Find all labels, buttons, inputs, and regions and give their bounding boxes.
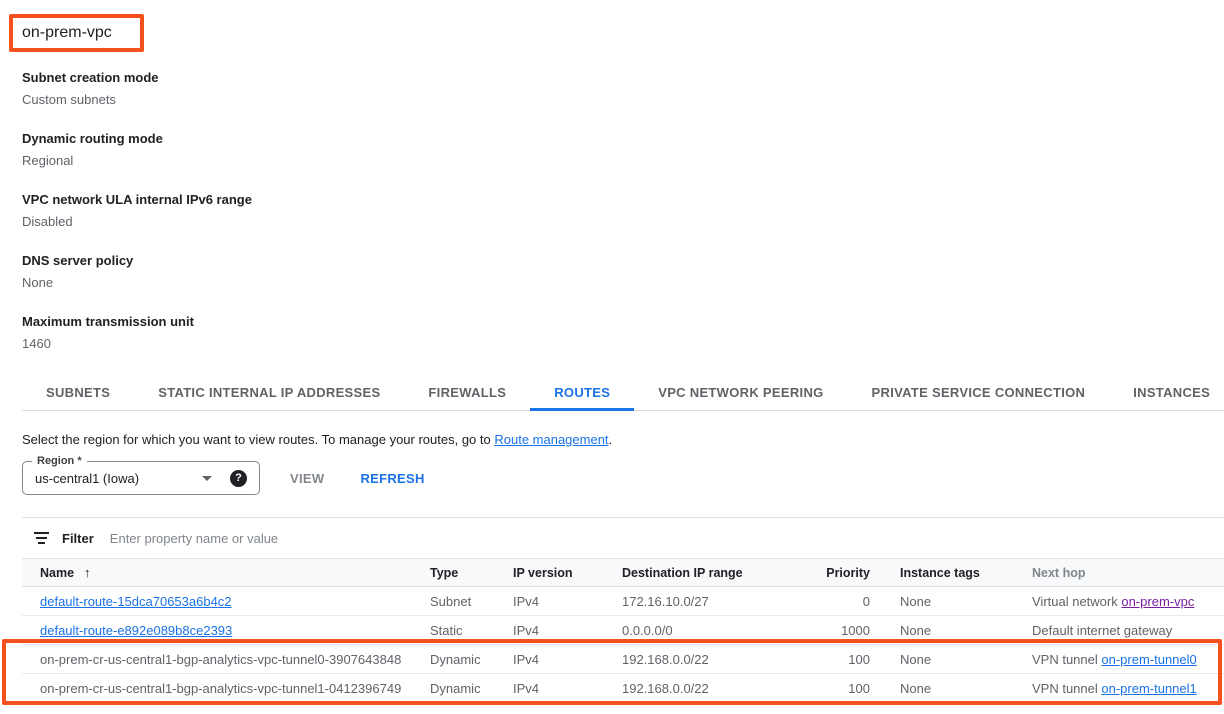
detail-label: VPC network ULA internal IPv6 range: [22, 192, 252, 207]
table-row: default-route-e892e089b8ce2393 Static IP…: [22, 616, 1224, 645]
route-type: Dynamic: [430, 680, 481, 696]
tab-vpc-network-peering[interactable]: VPC NETWORK PEERING: [658, 384, 824, 400]
route-destination: 192.168.0.0/22: [622, 680, 709, 696]
filter-icon[interactable]: [34, 532, 50, 544]
refresh-button[interactable]: REFRESH: [352, 463, 432, 494]
page-title: on-prem-vpc: [22, 24, 112, 41]
tab-firewalls[interactable]: FIREWALLS: [428, 384, 507, 400]
filter-label: Filter: [62, 530, 94, 546]
route-name: on-prem-cr-us-central1-bgp-analytics-vpc…: [40, 651, 402, 667]
detail-label: DNS server policy: [22, 253, 134, 268]
help-icon[interactable]: ?: [230, 469, 247, 487]
detail-value: Custom subnets: [22, 92, 116, 107]
route-ip-version: IPv4: [513, 680, 540, 696]
network-details: Subnet creation mode Custom subnets Dyna…: [22, 71, 1224, 351]
routes-table-header: Name ↑ Type IP version Destination IP ran…: [22, 558, 1224, 587]
table-row: default-route-15dca70653a6b4c2 Subnet IP…: [22, 587, 1224, 616]
detail-value: None: [22, 275, 54, 290]
routes-description: Select the region for which you want to …: [22, 432, 1224, 447]
detail-label: Maximum transmission unit: [22, 314, 194, 329]
column-header-destination-ip-range: Destination IP range: [622, 565, 743, 580]
route-type: Subnet: [430, 593, 472, 609]
route-name-link[interactable]: default-route-15dca70653a6b4c2: [40, 593, 232, 609]
column-header-ip-version: IP version: [513, 565, 573, 580]
tab-bar: SUBNETS STATIC INTERNAL IP ADDRESSES FIR…: [22, 376, 1224, 411]
routes-description-period: .: [608, 432, 613, 447]
detail-label: Subnet creation mode: [22, 70, 159, 85]
tab-private-service-connection[interactable]: PRIVATE SERVICE CONNECTION: [871, 384, 1086, 400]
route-ip-version: IPv4: [513, 651, 540, 667]
route-next-hop: Default internet gateway: [1032, 622, 1173, 638]
route-priority: 100: [848, 651, 870, 667]
table-row: on-prem-cr-us-central1-bgp-analytics-vpc…: [22, 645, 1224, 674]
detail-dns-server-policy: DNS server policy None: [22, 254, 1224, 290]
column-header-name[interactable]: Name ↑: [40, 565, 91, 580]
table-row: on-prem-cr-us-central1-bgp-analytics-vpc…: [22, 674, 1224, 703]
column-header-next-hop: Next hop: [1032, 565, 1086, 580]
sort-ascending-icon[interactable]: ↑: [84, 565, 91, 580]
detail-subnet-creation-mode: Subnet creation mode Custom subnets: [22, 71, 1224, 107]
detail-value: Regional: [22, 153, 74, 168]
route-destination: 192.168.0.0/22: [622, 651, 709, 667]
filter-input[interactable]: [109, 530, 1224, 546]
routes-table: Name ↑ Type IP version Destination IP ran…: [2, 558, 1224, 705]
tab-subnets[interactable]: SUBNETS: [46, 384, 111, 400]
chevron-down-icon[interactable]: [202, 475, 212, 481]
detail-label: Dynamic routing mode: [22, 131, 163, 146]
route-name-link[interactable]: default-route-e892e089b8ce2393: [40, 622, 233, 638]
routes-description-text: Select the region for which you want to …: [22, 432, 495, 447]
route-management-link[interactable]: Route management: [494, 432, 609, 447]
column-header-instance-tags: Instance tags: [900, 565, 980, 580]
route-priority: 100: [848, 680, 870, 696]
region-select[interactable]: Region * us-central1 (Iowa) ?: [22, 455, 260, 495]
filter-bar: Filter: [22, 517, 1224, 558]
region-controls: Region * us-central1 (Iowa) ? VIEW REFRE…: [22, 455, 1224, 495]
next-hop-tunnel-link[interactable]: on-prem-tunnel1: [1101, 680, 1197, 696]
detail-dynamic-routing-mode: Dynamic routing mode Regional: [22, 132, 1224, 168]
route-next-hop: Virtual network on-prem-vpc: [1032, 593, 1195, 609]
detail-ula-ipv6-range: VPC network ULA internal IPv6 range Disa…: [22, 193, 1224, 229]
route-type: Static: [430, 622, 463, 638]
route-instance-tags: None: [900, 651, 932, 667]
column-header-priority: Priority: [826, 565, 870, 580]
route-next-hop: VPN tunnel on-prem-tunnel1: [1032, 680, 1197, 696]
next-hop-network-link[interactable]: on-prem-vpc: [1121, 593, 1195, 609]
route-name: on-prem-cr-us-central1-bgp-analytics-vpc…: [40, 680, 402, 696]
route-instance-tags: None: [900, 680, 932, 696]
next-hop-tunnel-link[interactable]: on-prem-tunnel0: [1101, 651, 1197, 667]
detail-value: 1460: [22, 336, 51, 351]
tab-routes[interactable]: ROUTES: [530, 376, 635, 411]
route-priority: 0: [862, 593, 870, 609]
route-instance-tags: None: [900, 593, 932, 609]
route-priority: 1000: [841, 622, 870, 638]
region-select-value: us-central1 (Iowa): [35, 470, 140, 486]
tab-static-internal-ip-addresses[interactable]: STATIC INTERNAL IP ADDRESSES: [158, 384, 381, 400]
route-instance-tags: None: [900, 622, 932, 638]
route-destination: 172.16.10.0/27: [622, 593, 709, 609]
route-next-hop: VPN tunnel on-prem-tunnel0: [1032, 651, 1197, 667]
detail-mtu: Maximum transmission unit 1460: [22, 315, 1224, 351]
region-select-label: Region *: [32, 455, 87, 467]
title-annotation-box: on-prem-vpc: [9, 14, 144, 52]
route-type: Dynamic: [430, 651, 481, 667]
route-ip-version: IPv4: [513, 593, 540, 609]
column-header-type: Type: [430, 565, 459, 580]
view-button[interactable]: VIEW: [282, 463, 332, 494]
detail-value: Disabled: [22, 214, 73, 229]
route-destination: 0.0.0.0/0: [622, 622, 673, 638]
tab-instances[interactable]: INSTANCES: [1133, 384, 1211, 400]
route-ip-version: IPv4: [513, 622, 540, 638]
